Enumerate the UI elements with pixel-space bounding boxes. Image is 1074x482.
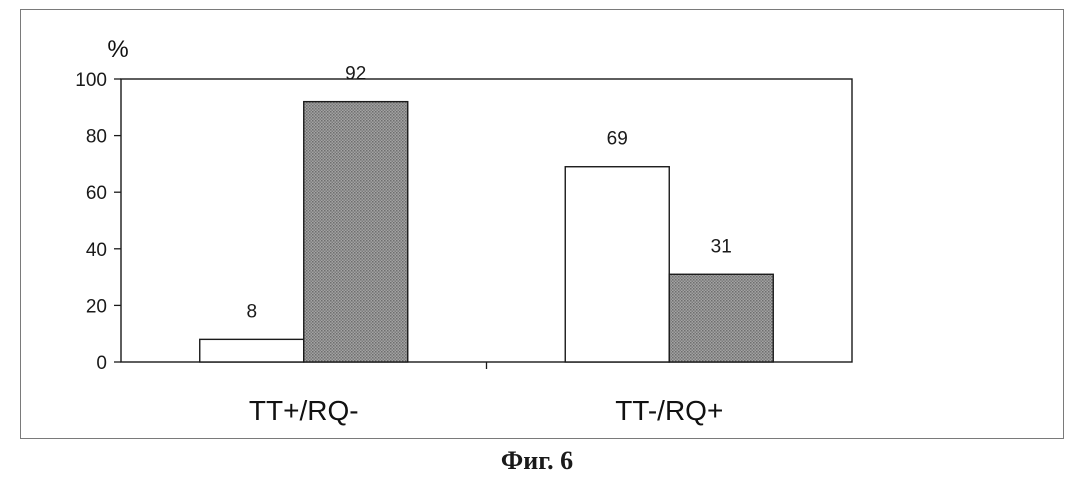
- y-tick-label: 40: [86, 240, 107, 261]
- x-axis: TT+/RQ- TT-/RQ+: [249, 362, 723, 426]
- bars: [200, 102, 774, 362]
- y-tick-label: 80: [86, 127, 107, 148]
- y-axis: 0 20 40 60 80 100: [75, 70, 121, 374]
- figure-caption: Фиг. 6: [0, 446, 1074, 476]
- bar-1-1: [200, 339, 304, 362]
- data-label-2-2: 31: [711, 236, 732, 257]
- data-label-1-2: 69: [607, 129, 628, 150]
- y-tick-label: 20: [86, 296, 107, 317]
- bar-2-1: [304, 102, 408, 362]
- y-tick-label: 100: [75, 70, 107, 91]
- y-tick-label: 0: [96, 353, 107, 374]
- category-label: TT+/RQ-: [249, 395, 359, 426]
- data-label-2-1: 92: [345, 64, 366, 85]
- bar-1-2: [565, 167, 669, 362]
- bar-2-2: [669, 274, 773, 362]
- y-tick-label: 60: [86, 183, 107, 204]
- y-axis-unit-label: %: [107, 36, 128, 63]
- category-label: TT-/RQ+: [615, 395, 723, 426]
- data-label-1-1: 8: [246, 301, 257, 322]
